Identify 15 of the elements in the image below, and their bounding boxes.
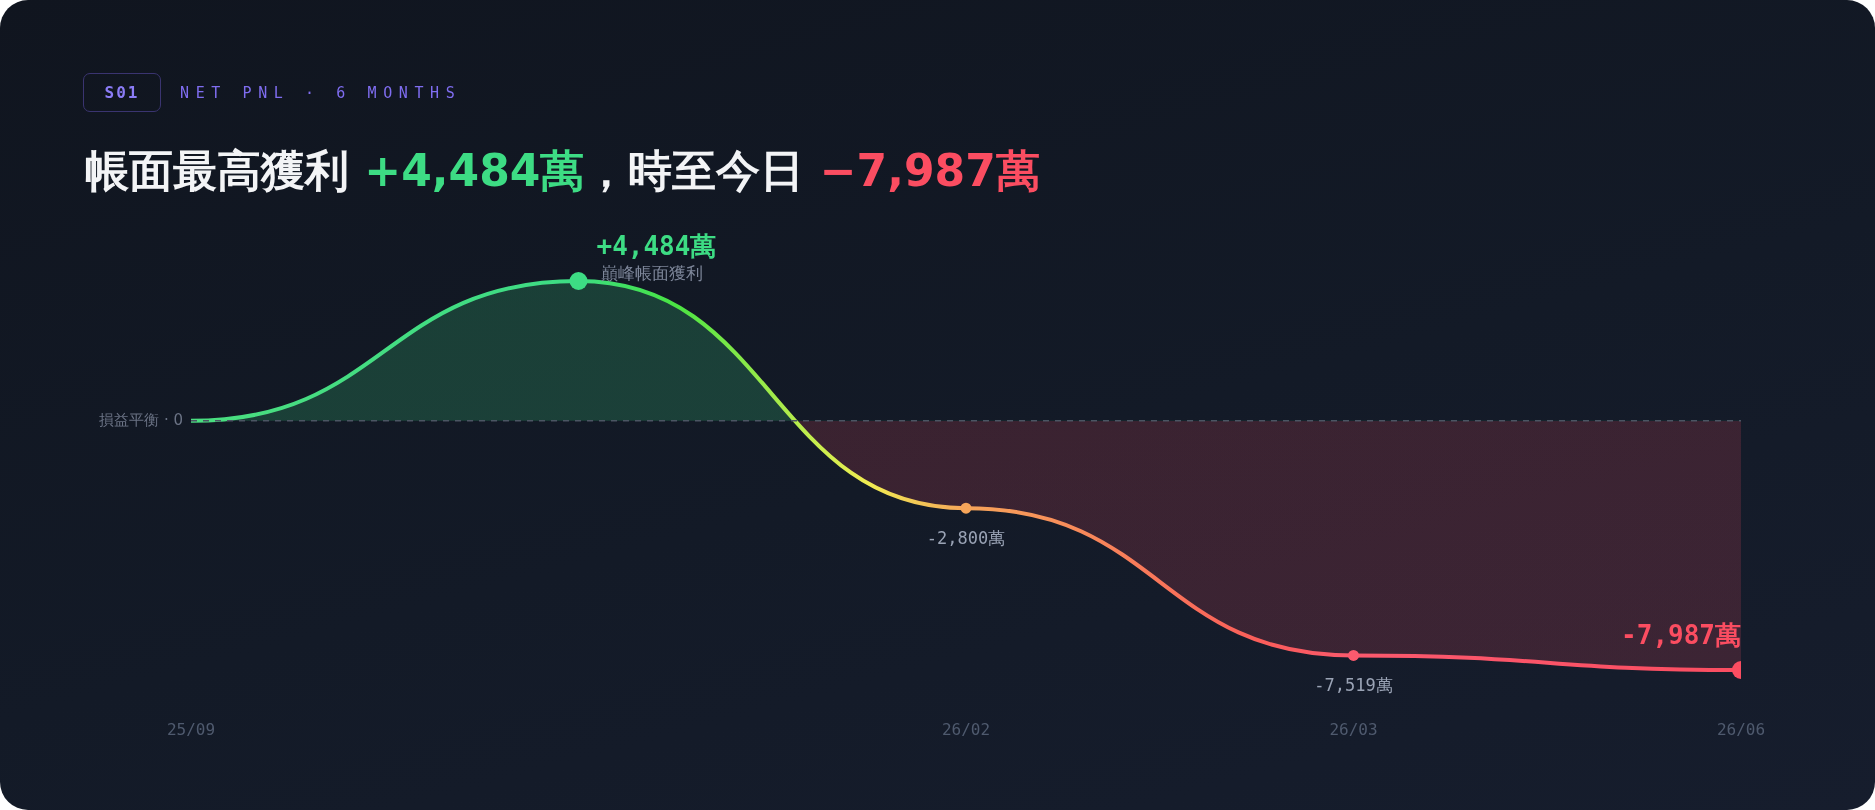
badge: S01 (83, 73, 161, 112)
data-label: +4,484萬 (596, 230, 717, 261)
x-tick-label: 26/02 (941, 719, 991, 739)
point (960, 502, 972, 514)
chart-subtitle: NET PNL · 6 MONTHS (180, 82, 462, 104)
data-label: -7,519萬 (1314, 675, 1393, 696)
ref-line-label: 損益平衡 · 0 (99, 411, 183, 430)
data-label: -7,987萬 (1621, 619, 1741, 650)
x-tick-label: 26/03 (1329, 719, 1378, 739)
annotation: 巔峰帳面獲利 (600, 263, 703, 283)
data-label: -2,800萬 (926, 528, 1006, 549)
x-tick-label: 25/09 (166, 719, 216, 739)
point (1348, 649, 1359, 661)
x-tick-label: 26/06 (1716, 719, 1766, 739)
chart-title: 帳面最高獲利 +4,484萬，時至今日 −7,987萬 (85, 145, 1040, 196)
